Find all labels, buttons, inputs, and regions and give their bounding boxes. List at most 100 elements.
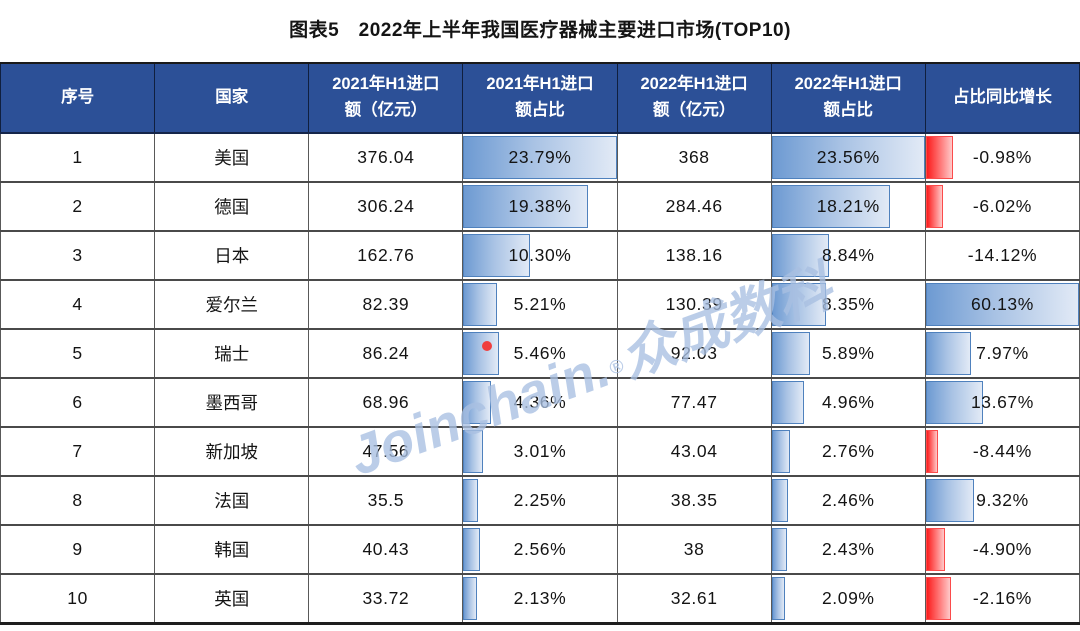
rank-cell: 4 [0,279,156,330]
share-2022-cell-value: 4.96% [821,392,875,412]
share-2022-cell: 5.89% [770,328,926,379]
amount-2022-cell: 130.39 [616,279,772,330]
amount-2022-cell: 138.16 [616,230,772,281]
growth-bar [925,479,975,522]
growth-cell-value: 60.13% [970,294,1034,314]
share-2021-cell-value: 2.56% [513,539,567,559]
table-row: 6 墨西哥 68.96 4.36% 77.47 4.96% 13.67% [0,377,1080,428]
amount-2021-cell: 376.04 [308,132,464,183]
share-2022-cell-value: 18.21% [816,196,880,216]
share-2021-cell-value: 5.21% [513,294,567,314]
growth-cell: 13.67% [924,377,1080,428]
col-header-2021-share: 2021年H1进口 额占比 [462,62,618,134]
growth-bar [925,381,984,424]
share-2021-cell-value: 10.30% [508,245,572,265]
growth-cell-value: 9.32% [976,490,1029,510]
rank-cell: 10 [0,573,156,624]
growth-bar [925,528,945,571]
share-2022-cell: 2.43% [770,524,926,575]
country-cell: 英国 [154,573,310,624]
share-2022-cell: 8.84% [770,230,926,281]
share-2022-cell: 2.46% [770,475,926,526]
share-2021-cell: 2.56% [462,524,618,575]
country-cell: 瑞士 [154,328,310,379]
amount-2022-cell: 284.46 [616,181,772,232]
share-2021-bar [463,185,589,228]
rank-cell: 8 [0,475,156,526]
table-row: 10 英国 33.72 2.13% 32.61 2.09% -2.16% [0,573,1080,624]
share-2022-cell: 8.35% [770,279,926,330]
share-2021-cell: 5.21% [462,279,618,330]
col-header-rank: 序号 [0,62,156,134]
country-cell: 新加坡 [154,426,310,477]
table-row: 2 德国 306.24 19.38% 284.46 18.21% -6.02% [0,181,1080,232]
share-2022-bar [771,136,925,179]
share-2022-bar [771,185,891,228]
share-2021-bar [463,479,478,522]
country-cell: 美国 [154,132,310,183]
amount-2021-cell: 68.96 [308,377,464,428]
share-2021-cell-value: 5.46% [513,343,567,363]
growth-bar [925,430,938,473]
share-2022-bar [771,283,826,326]
rank-cell: 2 [0,181,156,232]
share-2022-cell-value: 5.89% [821,343,875,363]
growth-cell: 60.13% [924,279,1080,330]
share-2022-cell: 23.56% [770,132,926,183]
share-2021-cell: 10.30% [462,230,618,281]
share-2021-cell-value: 19.38% [508,196,572,216]
col-header-2021-amount: 2021年H1进口 额（亿元） [308,62,464,134]
share-2022-cell: 2.76% [770,426,926,477]
col-header-growth: 占比同比增长 [924,62,1080,134]
share-2022-cell: 18.21% [770,181,926,232]
table-body: 1 美国 376.04 23.79% 368 23.56% -0.98% 2 德国 306.24 1… [0,132,1080,624]
amount-2022-cell: 77.47 [616,377,772,428]
share-2021-cell: 3.01% [462,426,618,477]
growth-cell: -4.90% [924,524,1080,575]
share-2021-cell: 23.79% [462,132,618,183]
rank-cell: 5 [0,328,156,379]
share-2022-cell-value: 2.43% [821,539,875,559]
growth-cell-value: -14.12% [967,245,1038,265]
growth-bar [925,283,1079,326]
chart-title: 图表5 2022年上半年我国医疗器械主要进口市场(TOP10) [289,20,791,41]
table-row: 1 美国 376.04 23.79% 368 23.56% -0.98% [0,132,1080,183]
amount-2021-cell: 86.24 [308,328,464,379]
amount-2021-cell: 306.24 [308,181,464,232]
growth-cell: -6.02% [924,181,1080,232]
country-cell: 韩国 [154,524,310,575]
growth-cell: 9.32% [924,475,1080,526]
growth-cell: 7.97% [924,328,1080,379]
growth-cell-value: 7.97% [976,343,1029,363]
amount-2021-cell: 162.76 [308,230,464,281]
amount-2021-cell: 82.39 [308,279,464,330]
share-2021-bar [463,430,483,473]
country-cell: 爱尔兰 [154,279,310,330]
growth-cell-value: -6.02% [972,196,1032,216]
growth-cell-value: 13.67% [970,392,1034,412]
share-2022-cell: 4.96% [770,377,926,428]
share-2022-bar [771,528,788,571]
amount-2021-cell: 47.56 [308,426,464,477]
country-cell: 墨西哥 [154,377,310,428]
growth-cell-value: -4.90% [972,539,1032,559]
growth-cell: -8.44% [924,426,1080,477]
growth-bar [925,332,972,375]
share-2022-cell-value: 2.76% [821,441,875,461]
rank-cell: 7 [0,426,156,477]
table-row: 4 爱尔兰 82.39 5.21% 130.39 8.35% 60.13% [0,279,1080,330]
growth-cell-value: -0.98% [972,147,1032,167]
growth-cell: -2.16% [924,573,1080,624]
rank-cell: 3 [0,230,156,281]
amount-2022-cell: 38 [616,524,772,575]
share-2021-cell-value: 2.25% [513,490,567,510]
amount-2022-cell: 43.04 [616,426,772,477]
share-2022-cell-value: 8.84% [821,245,875,265]
growth-cell-value: -8.44% [972,441,1032,461]
table-row: 9 韩国 40.43 2.56% 38 2.43% -4.90% [0,524,1080,575]
growth-cell: -14.12% [924,230,1080,281]
amount-2022-cell: 92.03 [616,328,772,379]
share-2022-bar [771,430,790,473]
growth-bar [925,577,951,620]
share-2022-cell: 2.09% [770,573,926,624]
